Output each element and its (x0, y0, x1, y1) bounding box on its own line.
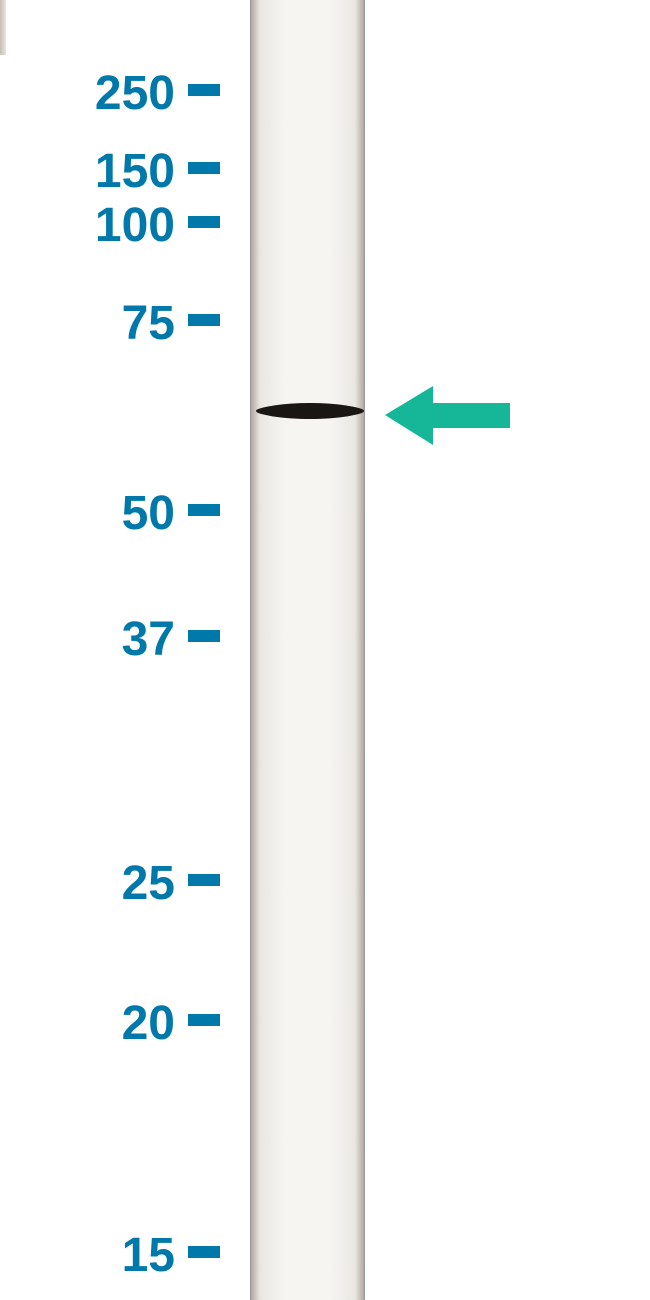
mw-marker-tick (188, 314, 220, 326)
blot-lane-edge (0, 0, 6, 55)
mw-marker-tick (188, 874, 220, 886)
mw-marker-tick (188, 504, 220, 516)
western-blot-figure: 250 150 100 75 50 37 25 20 15 (0, 0, 650, 1300)
mw-marker-label: 37 (122, 612, 175, 667)
mw-marker-label: 25 (122, 856, 175, 911)
blot-lane (250, 0, 365, 1300)
mw-marker-label: 15 (122, 1228, 175, 1283)
mw-marker-label: 250 (95, 66, 175, 121)
mw-marker-tick (188, 84, 220, 96)
mw-marker-label: 75 (122, 296, 175, 351)
protein-band (256, 402, 364, 420)
mw-marker-label: 150 (95, 144, 175, 199)
mw-marker-tick (188, 216, 220, 228)
mw-marker-label: 20 (122, 996, 175, 1051)
mw-marker-tick (188, 630, 220, 642)
mw-marker-tick (188, 1014, 220, 1026)
mw-marker-tick (188, 162, 220, 174)
mw-marker-label: 100 (95, 198, 175, 253)
band-indicator-arrow-icon (385, 378, 515, 458)
mw-marker-tick (188, 1246, 220, 1258)
mw-marker-label: 50 (122, 486, 175, 541)
